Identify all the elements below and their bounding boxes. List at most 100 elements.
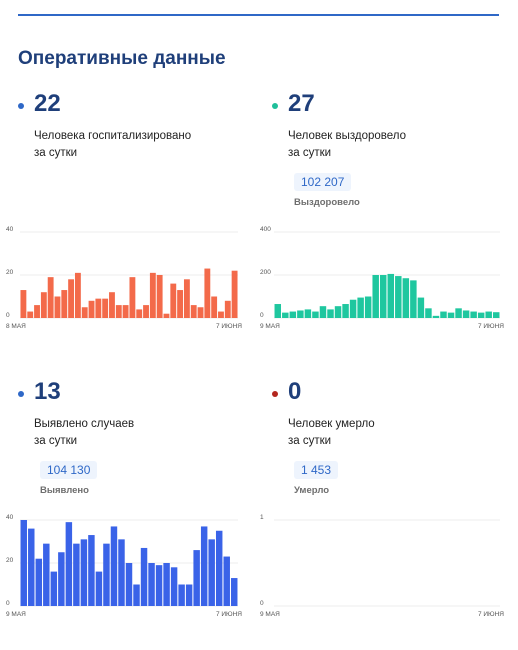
bar (34, 305, 40, 318)
bar (140, 547, 148, 606)
bar (402, 278, 410, 318)
bar (183, 279, 190, 318)
bar (231, 270, 238, 318)
bar (102, 298, 109, 318)
bar (74, 272, 81, 318)
bar (274, 304, 282, 318)
bar (319, 306, 327, 318)
bullet-dot (272, 103, 278, 109)
bar (208, 539, 215, 606)
bar (178, 584, 185, 606)
description-line-1: Выявлено случаев (34, 418, 135, 430)
bar (342, 304, 349, 318)
bar (185, 584, 193, 606)
bar (224, 300, 231, 318)
bar (58, 552, 65, 606)
bar (170, 283, 177, 318)
bar (149, 272, 156, 318)
bar (455, 308, 462, 318)
bar (327, 309, 334, 318)
description-line-2: за сутки (288, 435, 332, 447)
bar (155, 565, 163, 606)
bar (95, 298, 102, 318)
deaths-chart: 0 1 9 МАЯ 7 ИЮНЯ (260, 514, 504, 630)
detected-description: Выявлено случаев за сутки (34, 416, 234, 450)
detected-total: 104 130 (40, 461, 98, 479)
bar (223, 556, 230, 606)
bar (432, 315, 440, 318)
deaths-total-label: Умерло (294, 485, 330, 496)
y-tick-label: 200 (260, 269, 271, 276)
x-end-label: 7 ИЮНЯ (478, 611, 504, 618)
x-start-label: 9 МАЯ (6, 611, 26, 618)
bar (231, 578, 238, 606)
card-detected: 13 Выявлено случаев за сутки 104 130 Выя… (18, 378, 258, 508)
bar (35, 558, 43, 606)
bar (492, 312, 500, 318)
bar (447, 312, 455, 318)
recovered-value: 27 (288, 90, 315, 117)
hospitalized-chart: 0 20 40 8 МАЯ 7 ИЮНЯ (6, 226, 242, 342)
bar (73, 543, 80, 606)
bar (103, 543, 110, 606)
deaths-description: Человек умерло за сутки (288, 416, 488, 450)
bar (357, 297, 364, 318)
bar (417, 297, 425, 318)
bar (163, 563, 170, 606)
y-tick-label: 40 (6, 514, 14, 521)
bar (20, 290, 27, 318)
bar (65, 522, 73, 606)
bar (395, 276, 402, 318)
y-tick-label: 20 (6, 557, 14, 564)
card-hospitalized: 22 Человека госпитализировано за сутки (18, 90, 258, 210)
bar (215, 530, 223, 606)
bar (118, 539, 125, 606)
bar (148, 563, 155, 606)
bar (197, 307, 204, 318)
deaths-value: 0 (288, 378, 302, 405)
bar (80, 539, 88, 606)
y-tick-label: 40 (6, 226, 14, 233)
recovered-description: Человек выздоровело за сутки (288, 128, 488, 162)
bar (54, 296, 61, 318)
bar (27, 311, 34, 318)
detected-chart: 0 20 40 9 МАЯ 7 ИЮНЯ (6, 514, 242, 630)
bar (88, 300, 95, 318)
bar (136, 309, 143, 318)
bullet-dot (18, 391, 24, 397)
description-line-1: Человек выздоровело (288, 130, 407, 142)
y-tick-label: 1 (260, 514, 264, 521)
bar (110, 526, 118, 606)
description-line-2: за сутки (288, 147, 332, 159)
detected-total-label: Выявлено (40, 485, 89, 496)
bar (122, 305, 129, 318)
bar (190, 305, 197, 318)
recovered-chart: 0 200 400 9 МАЯ 7 ИЮНЯ (260, 226, 504, 342)
x-end-label: 7 ИЮНЯ (216, 323, 242, 330)
bar (200, 526, 208, 606)
bar (47, 277, 54, 318)
y-tick-label: 20 (6, 269, 14, 276)
x-start-label: 8 МАЯ (6, 323, 26, 330)
bar (289, 311, 297, 318)
bar (143, 305, 149, 318)
bar (387, 273, 395, 318)
bar (211, 296, 218, 318)
deaths-total: 1 453 (294, 461, 339, 479)
y-tick-label: 0 (6, 600, 10, 607)
detected-value: 13 (34, 378, 61, 405)
bar (297, 310, 304, 318)
bar (156, 275, 163, 318)
bar (349, 299, 357, 318)
y-tick-label: 0 (260, 312, 264, 319)
top-divider (18, 14, 499, 16)
bar (20, 520, 27, 606)
description-line-1: Человек умерло (288, 418, 375, 430)
bar (68, 279, 75, 318)
bar (410, 280, 417, 318)
bar (372, 275, 379, 318)
bar (177, 290, 184, 318)
bar (379, 275, 387, 318)
bar (485, 311, 492, 318)
bar (218, 311, 224, 318)
